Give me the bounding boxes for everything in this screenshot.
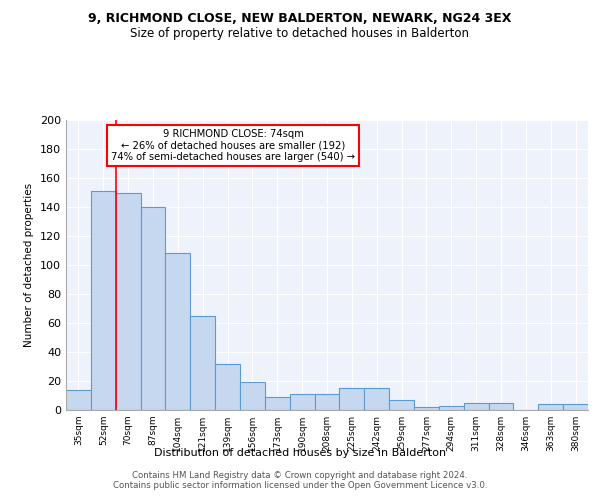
Bar <box>116 192 140 410</box>
Bar <box>240 382 265 410</box>
Bar <box>538 404 563 410</box>
Bar <box>215 364 240 410</box>
Bar <box>190 316 215 410</box>
Y-axis label: Number of detached properties: Number of detached properties <box>25 183 34 347</box>
Bar <box>364 388 389 410</box>
Bar <box>140 207 166 410</box>
Text: 9 RICHMOND CLOSE: 74sqm
← 26% of detached houses are smaller (192)
74% of semi-d: 9 RICHMOND CLOSE: 74sqm ← 26% of detache… <box>111 128 355 162</box>
Bar <box>265 397 290 410</box>
Bar <box>563 404 588 410</box>
Text: 9, RICHMOND CLOSE, NEW BALDERTON, NEWARK, NG24 3EX: 9, RICHMOND CLOSE, NEW BALDERTON, NEWARK… <box>88 12 512 26</box>
Bar <box>488 403 514 410</box>
Bar <box>340 388 364 410</box>
Text: Size of property relative to detached houses in Balderton: Size of property relative to detached ho… <box>131 28 470 40</box>
Bar <box>439 406 464 410</box>
Text: Distribution of detached houses by size in Balderton: Distribution of detached houses by size … <box>154 448 446 458</box>
Bar <box>464 403 488 410</box>
Bar <box>166 254 190 410</box>
Bar <box>314 394 340 410</box>
Bar <box>91 191 116 410</box>
Bar <box>389 400 414 410</box>
Bar <box>290 394 314 410</box>
Bar <box>66 390 91 410</box>
Bar <box>414 407 439 410</box>
Text: Contains HM Land Registry data © Crown copyright and database right 2024.
Contai: Contains HM Land Registry data © Crown c… <box>113 470 487 490</box>
